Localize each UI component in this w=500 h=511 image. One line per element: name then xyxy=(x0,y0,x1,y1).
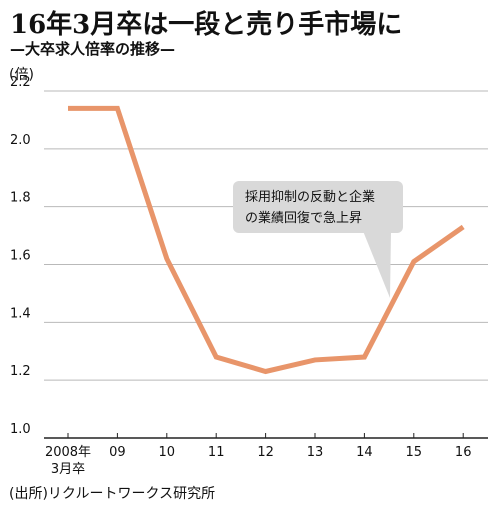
annotation-line-1: 採用抑制の反動と企業 xyxy=(245,189,375,205)
y-tick-label: 2.0 xyxy=(10,133,31,148)
y-tick-label: 1.6 xyxy=(10,249,31,264)
y-tick-labels: 1.0 1.2 1.4 1.6 1.8 2.0 2.2 xyxy=(10,75,31,437)
y-tick-label: 2.2 xyxy=(10,75,31,90)
y-tick-label: 1.2 xyxy=(10,364,31,379)
y-tick-label: 1.8 xyxy=(10,191,31,206)
callout-pointer xyxy=(363,231,391,298)
annotation-line-2: の業績回復で急上昇 xyxy=(245,210,362,226)
source-note: (出所)リクルートワークス研究所 xyxy=(9,486,216,502)
x-tick-label: 12 xyxy=(257,445,274,460)
x-tick-label: 2008年 xyxy=(45,445,91,460)
x-tick-label: 16 xyxy=(455,445,472,460)
annotation-callout: 採用抑制の反動と企業 の業績回復で急上昇 xyxy=(233,181,403,298)
grid-lines xyxy=(44,90,488,439)
x-tick-label: 11 xyxy=(208,445,225,460)
x-tick-label: 10 xyxy=(159,445,176,460)
x-tick-label: 15 xyxy=(406,445,423,460)
chart-title: 16年3月卒は一段と売り手市場に xyxy=(10,10,403,40)
y-axis-unit: (倍) xyxy=(9,67,34,83)
series xyxy=(68,105,465,375)
y-tick-label: 1.0 xyxy=(10,422,31,437)
x-tick-label: 09 xyxy=(109,445,126,460)
x-tick-labels: 2008年 3月卒 09 10 11 12 13 14 15 16 xyxy=(45,433,472,477)
y-tick-label: 1.4 xyxy=(10,306,31,321)
x-tick-label: 13 xyxy=(307,445,324,460)
x-tick-label: 14 xyxy=(356,445,373,460)
series-line xyxy=(68,105,465,375)
x-tick-label: 3月卒 xyxy=(51,462,85,477)
callout-box xyxy=(233,181,403,233)
chart-subtitle: —大卒求人倍率の推移— xyxy=(10,40,176,58)
